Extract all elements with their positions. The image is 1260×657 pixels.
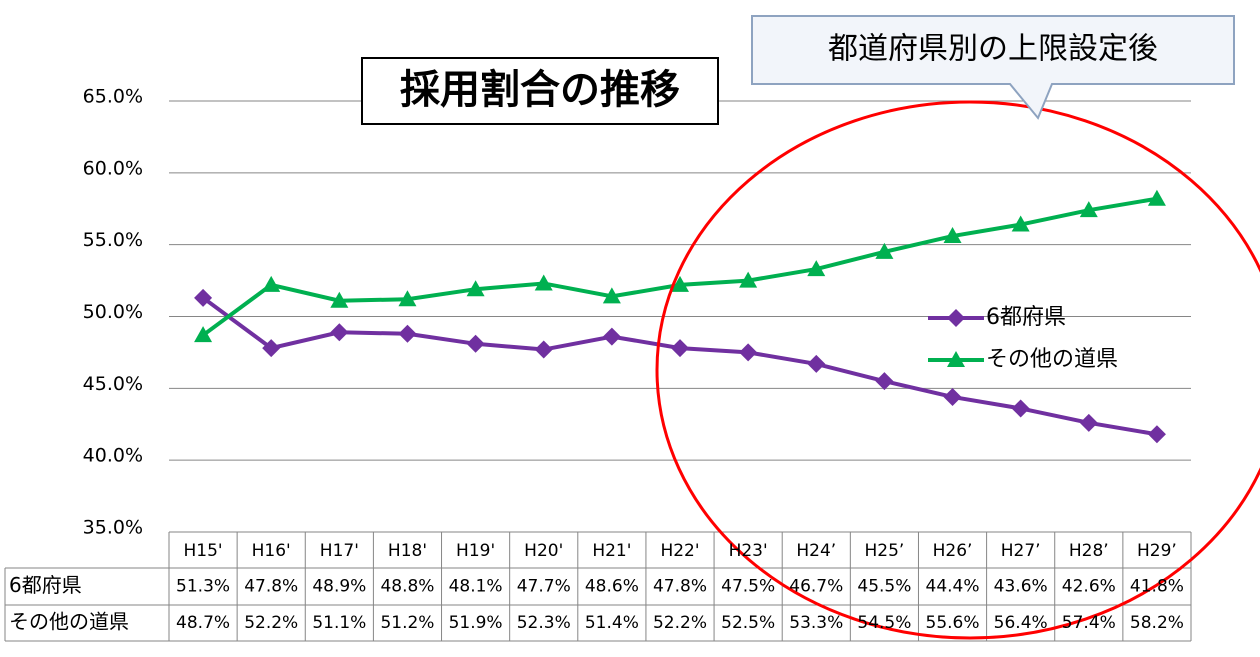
marker [534, 340, 553, 359]
marker [262, 339, 281, 358]
marker [1079, 201, 1098, 218]
annotation: 都道府県別の上限設定後 [828, 32, 1158, 67]
y-tick-label: 35.0% [83, 517, 143, 539]
title-box [361, 57, 719, 125]
table-cell: 45.5% [857, 577, 911, 597]
table-cell: 44.4% [926, 577, 980, 597]
y-tick-label: 55.0% [83, 229, 143, 251]
legend-label: その他の道県 [986, 347, 1118, 372]
marker [943, 227, 962, 244]
table-cell: 51.3% [176, 577, 230, 597]
x-tick-label: H28’ [1069, 541, 1109, 561]
marker [875, 372, 894, 391]
y-tick-label: 40.0% [83, 445, 143, 467]
table-cell: 52.5% [721, 613, 775, 633]
table-cell: 48.9% [312, 577, 366, 597]
x-tick-label: H26’ [933, 541, 973, 561]
x-tick-label: H23' [729, 541, 768, 561]
marker [1011, 215, 1030, 232]
table-cell: 48.6% [585, 577, 639, 597]
table-cell: 56.4% [994, 613, 1048, 633]
table-cell: 55.6% [926, 613, 980, 633]
legend-label: 6都府県 [986, 305, 1066, 330]
marker [807, 260, 826, 277]
marker [330, 323, 349, 342]
marker [398, 290, 417, 307]
table-cell: 52.2% [244, 613, 298, 633]
marker [671, 339, 689, 358]
marker [398, 324, 417, 343]
x-tick-label: H17' [320, 541, 359, 561]
x-tick-label: H20' [524, 541, 563, 561]
table-cell: 51.9% [449, 613, 503, 633]
marker [194, 326, 213, 343]
x-tick-label: H27’ [1001, 541, 1041, 561]
marker [1011, 399, 1030, 418]
table-cell: 54.5% [857, 613, 911, 633]
marker [466, 280, 485, 297]
marker [1147, 189, 1166, 206]
table-cell: 47.7% [517, 577, 571, 597]
x-tick-label: H16' [252, 541, 291, 561]
marker [534, 274, 553, 291]
marker [947, 351, 965, 367]
x-tick-label: H25’ [864, 541, 904, 561]
table-cell: 48.1% [449, 577, 503, 597]
table-cell: 46.7% [789, 577, 843, 597]
x-tick-label: H29’ [1137, 541, 1177, 561]
table-cell: 51.1% [312, 613, 366, 633]
chart-title: 採用割合の推移 [400, 67, 680, 113]
table-row-label: その他の道県 [9, 610, 129, 634]
table-cell: 52.2% [653, 613, 707, 633]
x-tick-label: H18' [388, 541, 427, 561]
marker [807, 354, 826, 373]
x-tick-label: H24’ [796, 541, 836, 561]
highlight-ellipse [655, 100, 1260, 640]
marker [943, 387, 962, 406]
table-cell: 42.6% [1062, 577, 1116, 597]
table-cell: 48.7% [176, 613, 230, 633]
table-cell: 51.4% [585, 613, 639, 633]
marker [671, 275, 689, 292]
table-cell: 57.4% [1062, 613, 1116, 633]
table-cell: 43.6% [994, 577, 1048, 597]
marker [330, 291, 349, 308]
y-tick-label: 50.0% [83, 301, 143, 323]
marks [194, 189, 1166, 444]
y-tick-label: 65.0% [83, 86, 143, 108]
marker [739, 271, 758, 288]
marker [739, 343, 758, 362]
table-cell: 47.8% [653, 577, 707, 597]
x-tick-label: H22' [660, 541, 699, 561]
table-row-label: 6都府県 [9, 573, 82, 597]
marker [947, 309, 965, 327]
y-tick-label: 45.0% [83, 373, 143, 395]
marker [1147, 425, 1166, 444]
marker [602, 287, 621, 304]
y-tick-label: 60.0% [83, 157, 143, 179]
marker [602, 327, 621, 346]
marker [194, 288, 213, 307]
table-cell: 48.8% [380, 577, 434, 597]
table-cell: 58.2% [1130, 613, 1184, 633]
marker [262, 275, 281, 292]
x-tick-label: H21' [592, 541, 631, 561]
callout [751, 15, 1235, 120]
table-cell: 47.8% [244, 577, 298, 597]
x-tick-label: H15' [184, 541, 223, 561]
table-cell: 52.3% [517, 613, 571, 633]
table-cell: 53.3% [789, 613, 843, 633]
table-cell: 47.5% [721, 577, 775, 597]
table-cell: 51.2% [380, 613, 434, 633]
marker [875, 242, 894, 259]
table-cell: 41.8% [1130, 577, 1184, 597]
marker [466, 334, 485, 353]
marker [1079, 413, 1098, 432]
x-tick-label: H19' [456, 541, 495, 561]
